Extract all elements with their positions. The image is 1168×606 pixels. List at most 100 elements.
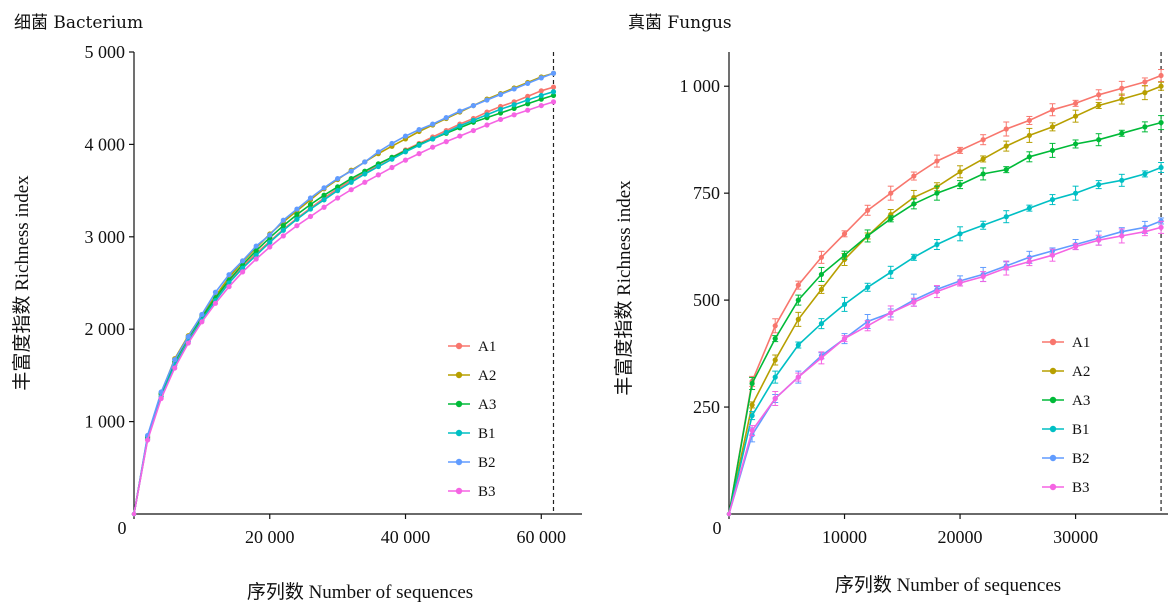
fungus-data-point-b3	[888, 310, 894, 316]
fungus-data-point-a1	[1003, 126, 1009, 132]
bacterium-data-point-b2	[185, 333, 191, 340]
fungus-data-point-a1	[1142, 79, 1148, 85]
fungus-data-point-a3	[957, 182, 963, 188]
bacterium-data-point-b2	[497, 91, 504, 98]
bacterium-legend-label-a2: A2	[478, 368, 496, 384]
bacterium-data-point-b1	[253, 252, 259, 258]
fungus-data-point-b3	[772, 395, 778, 402]
fungus-data-point-b1	[818, 321, 825, 327]
fungus-data-point-b1	[1049, 196, 1056, 203]
bacterium-title: 细菌 Bacterium	[14, 13, 144, 33]
bacterium-data-point-b3	[362, 179, 368, 185]
fungus-data-point-b1	[934, 241, 940, 248]
fungus-data-point-a1	[818, 254, 825, 260]
bacterium-data-point-b3	[199, 319, 205, 325]
bacterium-data-point-a1	[550, 84, 557, 90]
bacterium-legend-label-a1: A1	[478, 339, 496, 355]
bacterium-y-tick-label: 2 000	[85, 319, 126, 339]
bacterium-legend-swatch-dot	[455, 342, 463, 350]
bacterium-data-point-b3	[375, 172, 381, 178]
bacterium-data-point-b2	[484, 97, 490, 103]
bacterium-data-point-b2	[550, 70, 557, 76]
bacterium-y-axis-label: 丰富度指数 Richness index	[11, 175, 33, 391]
fungus-data-point-b1	[795, 342, 801, 348]
fungus-data-point-a1	[980, 137, 986, 143]
bacterium-data-point-b1	[457, 123, 463, 129]
fungus-data-point-a1	[1072, 100, 1079, 106]
fungus-legend-swatch-dot	[1049, 483, 1057, 491]
fungus-legend-swatch-dot	[1049, 367, 1057, 375]
fungus-legend-swatch-dot	[1049, 396, 1057, 404]
bacterium-data-point-a3	[335, 184, 341, 190]
fungus-data-point-b1	[865, 284, 871, 290]
bacterium-data-point-b2	[402, 133, 409, 139]
fungus-title: 真菌 Fungus	[628, 13, 732, 33]
fungus-series-line-b1	[728, 166, 1162, 515]
fungus-data-point-a3	[818, 271, 825, 278]
fungus-data-point-a2	[1026, 132, 1032, 139]
fungus-data-point-b1	[1003, 214, 1009, 220]
bacterium-data-point-b1	[307, 206, 314, 212]
bacterium-data-point-b3	[538, 102, 544, 109]
fungus-data-point-b3	[1026, 259, 1032, 265]
bacterium-data-point-b1	[402, 149, 409, 155]
fungus-data-point-a2	[1049, 124, 1056, 130]
bacterium-data-point-a3	[550, 92, 557, 99]
fungus-x-tick-label: 10000	[822, 527, 867, 547]
bacterium-data-point-b3	[226, 284, 232, 290]
bacterium-data-point-b3	[307, 213, 314, 220]
bacterium-legend-label-a3: A3	[478, 397, 496, 413]
fungus-data-point-b3	[818, 355, 825, 361]
fungus-data-point-a1	[841, 231, 848, 237]
fungus-data-point-a3	[1158, 119, 1164, 126]
bacterium-legend-swatch-dot	[455, 458, 463, 466]
fungus-data-point-b3	[1119, 233, 1125, 239]
bacterium-data-point-b1	[335, 188, 341, 194]
fungus-data-point-a3	[841, 252, 848, 258]
fungus-data-point-a1	[911, 173, 917, 179]
bacterium-data-point-b3	[253, 256, 259, 262]
bacterium-data-point-b2	[375, 149, 381, 155]
fungus-data-point-a3	[1072, 141, 1079, 147]
bacterium-data-point-b3	[457, 133, 463, 139]
fungus-data-point-b3	[980, 273, 986, 280]
bacterium-data-point-a1	[538, 88, 544, 94]
fungus-data-point-a2	[1158, 83, 1164, 89]
fungus-data-point-a1	[772, 323, 778, 329]
bacterium-data-point-b3	[280, 233, 286, 239]
bacterium-data-point-b2	[389, 140, 395, 147]
fungus-data-point-b1	[749, 413, 755, 419]
bacterium-data-point-b3	[185, 340, 191, 346]
bacterium-data-point-b3	[511, 112, 517, 118]
fungus-data-point-a3	[1119, 130, 1125, 136]
fungus-data-point-b3	[1072, 244, 1079, 250]
fungus-series-line-a1	[728, 74, 1162, 515]
fungus-series-line-b3	[728, 226, 1162, 515]
fungus-series-line-b2	[728, 220, 1162, 515]
bacterium-x-tick-label: 20 000	[245, 527, 295, 547]
bacterium-y-tick-label: 1 000	[85, 412, 126, 432]
bacterium-data-point-b2	[321, 185, 327, 191]
fungus-data-point-b1	[1072, 190, 1079, 196]
bacterium-data-point-a3	[497, 110, 504, 116]
fungus-data-point-a3	[934, 190, 940, 196]
bacterium-data-point-b1	[525, 97, 531, 103]
fungus-legend-swatch-dot	[1049, 338, 1057, 346]
bacterium-legend-label-b1: B1	[478, 426, 496, 442]
bacterium-series-line-b3	[133, 101, 554, 515]
fungus-legend-label-b2: B2	[1072, 451, 1090, 467]
fungus-data-point-b3	[1142, 229, 1148, 235]
fungus-data-point-a3	[911, 201, 917, 207]
bacterium-data-point-b1	[484, 112, 490, 118]
fungus-series-line-a3	[728, 121, 1162, 515]
bacterium-data-point-b3	[335, 195, 341, 201]
bacterium-data-point-b3	[267, 244, 273, 250]
fungus-data-point-b1	[1119, 177, 1125, 183]
bacterium-data-point-b3	[402, 157, 409, 163]
fungus-data-point-b1	[1142, 171, 1148, 177]
bacterium-data-point-a3	[280, 223, 286, 229]
fungus-data-point-a3	[772, 336, 778, 342]
fungus-x-tick-label: 20000	[938, 527, 983, 547]
fungus-legend-label-a1: A1	[1072, 335, 1090, 351]
